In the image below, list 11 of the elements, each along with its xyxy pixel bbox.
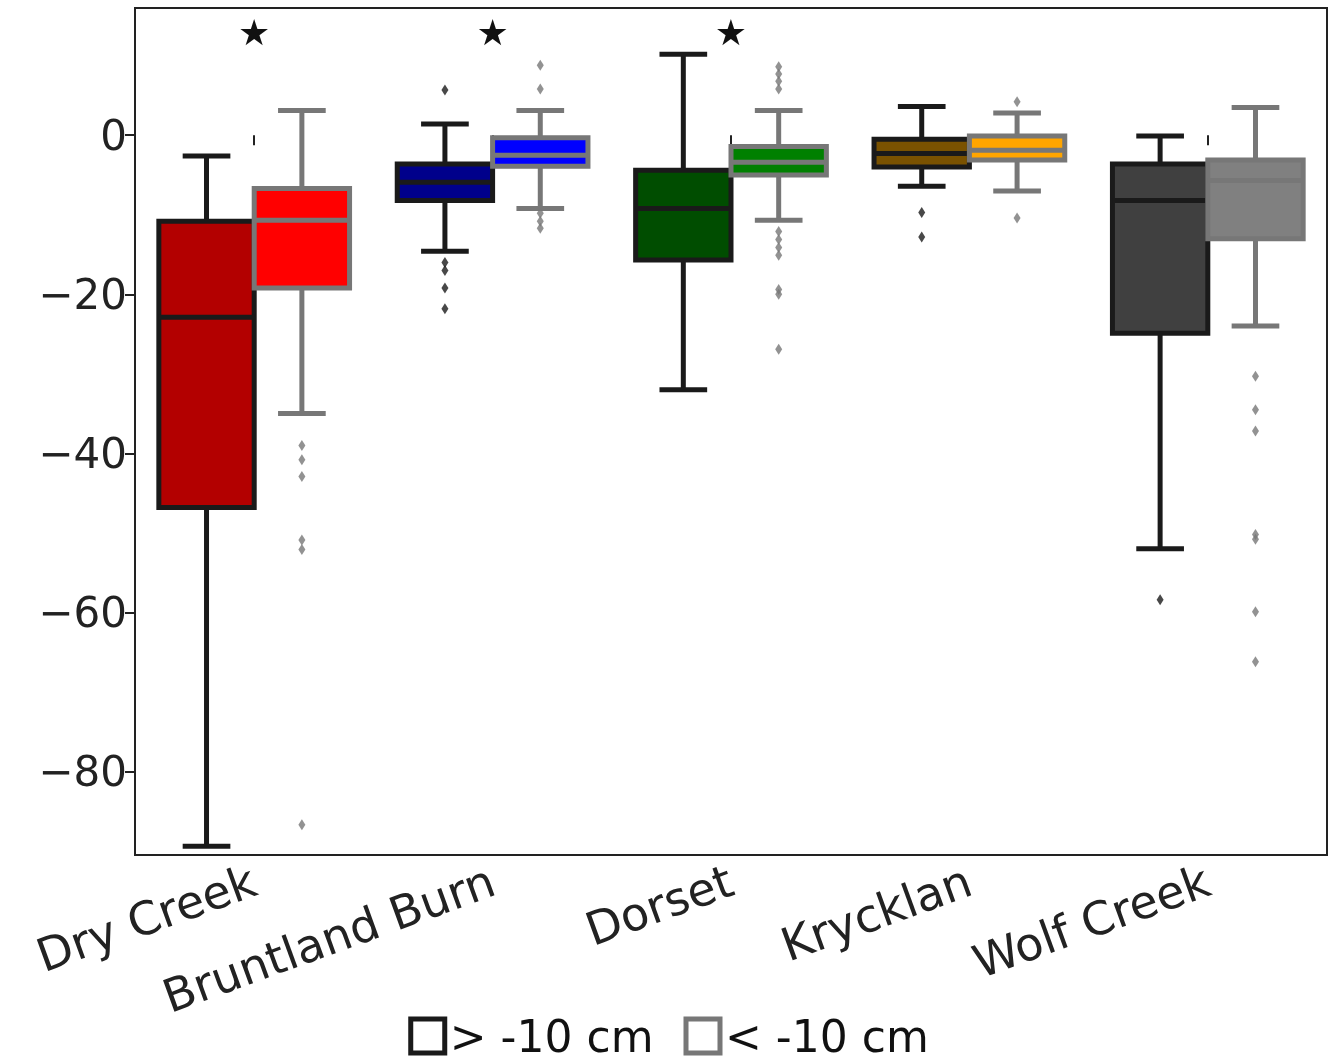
y-tick-label: 0	[100, 110, 127, 160]
y-tick-label: −60	[38, 587, 127, 637]
legend-label: > -10 cm	[449, 1010, 654, 1062]
annotation: ★	[238, 11, 271, 53]
y-tick-label: −20	[38, 269, 127, 319]
annotation: ★	[476, 11, 509, 53]
annotation: ★	[714, 11, 748, 53]
legend-label: < -10 cm	[725, 1010, 929, 1062]
y-tick-label: −40	[38, 428, 127, 478]
x-tick-label: Dorset	[578, 853, 741, 957]
y-tick-label: −80	[38, 746, 127, 796]
